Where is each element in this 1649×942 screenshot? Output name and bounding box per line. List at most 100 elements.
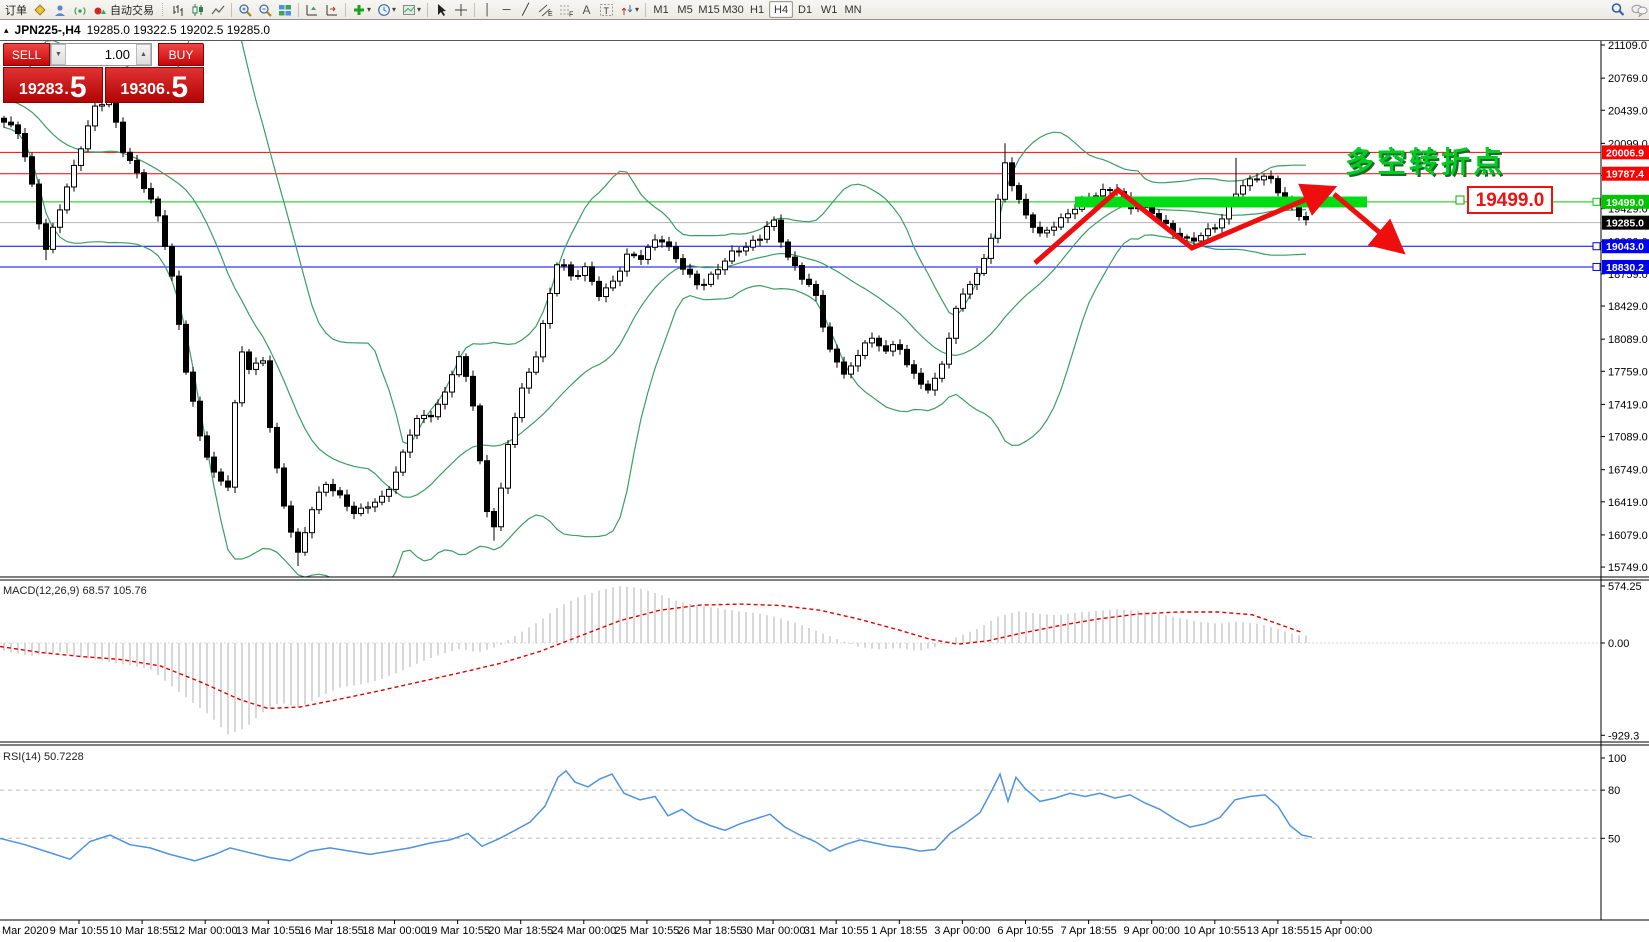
toolbar-grip	[162, 3, 166, 16]
price-callout-box	[1467, 186, 1553, 214]
arrows-tool-button[interactable]: ▾	[617, 1, 642, 18]
buy-price-display[interactable]: 19306. 5	[104, 67, 204, 103]
macd-layer	[0, 586, 1601, 735]
crosshair-icon[interactable]	[451, 1, 471, 18]
line-chart-icon[interactable]	[208, 1, 228, 18]
svg-text:19043.0: 19043.0	[1606, 241, 1644, 253]
toolbar-separator	[298, 2, 299, 17]
svg-text:15 Apr 00:00: 15 Apr 00:00	[1310, 925, 1372, 937]
svg-text:20006.9: 20006.9	[1606, 147, 1644, 159]
chart-top-border	[0, 40, 1649, 41]
svg-text:31 Mar 10:55: 31 Mar 10:55	[804, 925, 869, 937]
svg-text:Mar 2020: Mar 2020	[2, 925, 48, 937]
templates-button[interactable]: ▾	[399, 1, 424, 18]
svg-text:80: 80	[1608, 785, 1620, 797]
turning-point-text: 多空转折点	[1345, 145, 1505, 179]
svg-text:574.25: 574.25	[1608, 581, 1642, 593]
sell-price-display[interactable]: 19283. 5	[3, 67, 103, 103]
svg-text:16 Mar 18:55: 16 Mar 18:55	[299, 925, 364, 937]
tf-h4-button[interactable]: H4	[769, 1, 794, 18]
svg-text:18830.2: 18830.2	[1606, 262, 1644, 274]
vertical-line-icon[interactable]: │	[484, 3, 491, 16]
zoom-in-icon[interactable]	[235, 1, 255, 18]
chat-icon[interactable]	[1628, 1, 1649, 18]
rsi-label: RSI(14) 50.7228	[3, 751, 84, 763]
volume-spinner: ▼ ▲	[50, 43, 152, 66]
text-label-icon[interactable]: T	[596, 1, 617, 18]
svg-text:21109.0: 21109.0	[1608, 40, 1647, 52]
chart-title-bar: ▴ JPN225-,H4 19285.0 19322.5 19202.5 192…	[0, 20, 270, 40]
horizontal-line-icon[interactable]: ─	[502, 3, 511, 16]
svg-text:15749.0: 15749.0	[1608, 562, 1648, 574]
bar-chart-icon[interactable]	[168, 1, 188, 18]
svg-text:E: E	[548, 11, 553, 17]
svg-text:F: F	[569, 11, 573, 17]
toolbar-separator	[474, 2, 476, 17]
svg-text:16419.0: 16419.0	[1608, 497, 1648, 509]
volume-input[interactable]	[66, 44, 136, 65]
tf-w1-button[interactable]: W1	[820, 3, 838, 16]
autotrading-label: 自动交易	[110, 4, 154, 17]
svg-text:13 Apr 18:55: 13 Apr 18:55	[1247, 925, 1309, 937]
candles-layer	[1, 84, 1309, 566]
tf-d1-button[interactable]: D1	[798, 3, 813, 16]
svg-text:50: 50	[1608, 833, 1620, 845]
profile-icon[interactable]	[50, 1, 70, 18]
trendline-icon[interactable]: ╱	[522, 4, 529, 16]
chart-marker-icon: ▴	[4, 24, 9, 35]
svg-text:19787.4: 19787.4	[1606, 169, 1644, 181]
turning-point-text-shadow: 多空转折点	[1347, 147, 1507, 181]
indicators-button[interactable]: ▾	[349, 1, 374, 18]
tile-windows-icon[interactable]	[275, 1, 295, 18]
zoom-out-icon[interactable]	[255, 1, 275, 18]
svg-text:-929.3: -929.3	[1608, 730, 1639, 742]
svg-text:19 Mar 10:55: 19 Mar 10:55	[425, 925, 490, 937]
search-icon[interactable]	[1607, 1, 1628, 18]
tf-mn-button[interactable]: MN	[844, 3, 862, 16]
periods-button[interactable]: ▾	[374, 1, 399, 18]
svg-text:20769.0: 20769.0	[1608, 73, 1648, 85]
svg-text:26 Mar 18:55: 26 Mar 18:55	[678, 925, 743, 937]
price-callout-label: 19499.0	[1476, 190, 1545, 211]
tf-h1-button[interactable]: H1	[750, 3, 765, 16]
toolbar-separator	[231, 2, 232, 17]
svg-text:20 Mar 18:55: 20 Mar 18:55	[488, 925, 553, 937]
buy-button[interactable]: BUY	[158, 43, 204, 66]
auto-scroll-icon[interactable]	[302, 1, 322, 18]
chart-shift-icon[interactable]	[322, 1, 342, 18]
svg-text:18429.0: 18429.0	[1608, 301, 1648, 313]
svg-text:16079.0: 16079.0	[1608, 530, 1648, 542]
volume-increase-button[interactable]: ▲	[136, 44, 151, 65]
fibonacci-icon[interactable]: F	[556, 1, 577, 18]
candlestick-icon[interactable]	[188, 1, 208, 18]
sell-button[interactable]: SELL	[3, 43, 50, 66]
toolbar-separator	[427, 2, 429, 17]
svg-text:100: 100	[1608, 753, 1626, 765]
rsi-layer	[0, 769, 1601, 862]
tf-m1-button[interactable]: M1	[653, 3, 669, 16]
svg-text:T: T	[604, 6, 610, 16]
new-order-button[interactable]: 订单	[5, 4, 27, 17]
svg-text:17759.0: 17759.0	[1608, 366, 1648, 378]
price-axis: 21109.020769.020439.020099.019769.019429…	[1592, 40, 1649, 845]
svg-text:30 Mar 00:00: 30 Mar 00:00	[741, 925, 806, 937]
svg-text:16749.0: 16749.0	[1608, 465, 1648, 477]
cursor-icon[interactable]	[431, 1, 451, 18]
tf-m15-button[interactable]: M15	[698, 3, 720, 16]
main-toolbar: 订单 自动交易 ▾	[0, 0, 1649, 20]
one-click-trading-panel: SELL ▼ ▲ BUY 19283.5 19306.5	[3, 43, 204, 103]
equidistant-channel-icon[interactable]: E	[535, 1, 556, 18]
text-tool-icon[interactable]: A	[582, 2, 591, 17]
gold-icon[interactable]	[30, 1, 50, 18]
tf-m30-button[interactable]: M30	[722, 3, 744, 16]
volume-decrease-button[interactable]: ▼	[51, 44, 66, 65]
svg-text:18 Mar 00:00: 18 Mar 00:00	[362, 925, 427, 937]
autotrading-button[interactable]: 自动交易	[90, 1, 160, 18]
tf-m5-button[interactable]: M5	[677, 3, 693, 16]
signal-icon[interactable]	[70, 1, 90, 18]
chart-symbol-label: JPN225-,H4	[14, 23, 81, 37]
